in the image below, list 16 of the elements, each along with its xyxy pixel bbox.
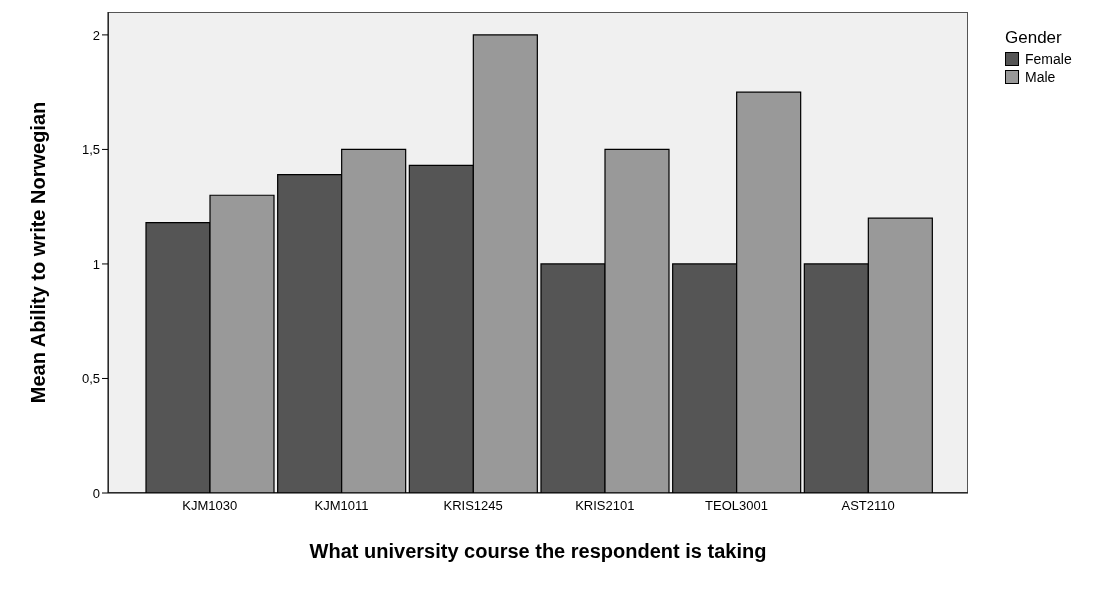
legend-label: Male [1025, 69, 1056, 85]
legend-title: Gender [1005, 28, 1063, 48]
x-tick-label: KJM1011 [314, 498, 369, 514]
x-tick-label: KRIS1245 [443, 498, 503, 514]
x-tick-label: KJM1030 [182, 498, 238, 514]
x-axis-title: What university course the respondent is taking [309, 540, 767, 562]
x-tick-label: TEOL3001 [705, 498, 768, 514]
y-tick-label: 1,5 [81, 142, 100, 158]
x-tick-label: KRIS2101 [575, 498, 635, 514]
legend-label: Female [1025, 51, 1072, 67]
y-tick-label: 1 [92, 256, 100, 272]
y-axis-title: Mean Ability to write Norwegian [27, 101, 50, 404]
x-tick-label: AST2110 [841, 498, 895, 514]
y-tick-label: 2 [92, 27, 100, 43]
y-tick-label: 0,5 [81, 371, 100, 387]
y-tick-label: 0 [92, 485, 100, 501]
